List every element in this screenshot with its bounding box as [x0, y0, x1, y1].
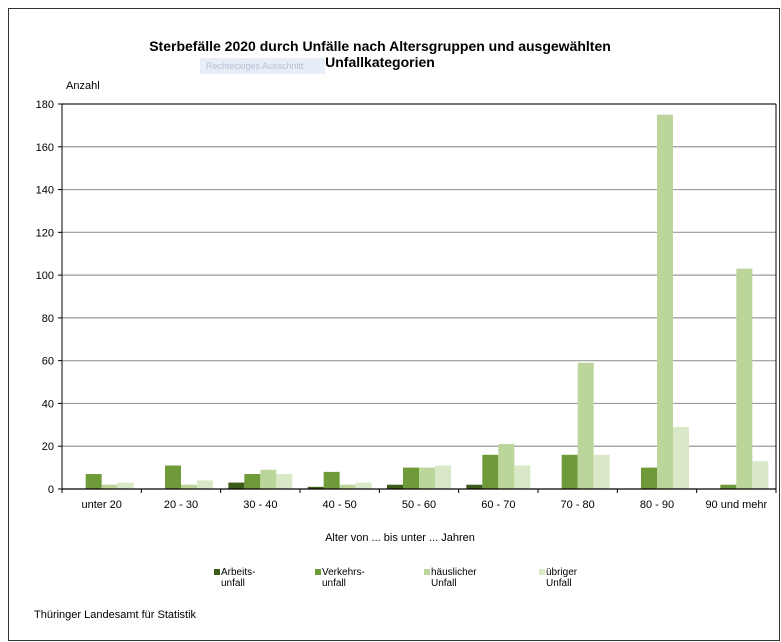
legend-label-haeuslicher-unfall: häuslicher Unfall — [431, 567, 477, 589]
legend-label-verkehrsunfall: Verkehrs- unfall — [322, 567, 365, 589]
x-tick-label: 20 - 30 — [164, 499, 198, 511]
x-tick-label: unter 20 — [81, 499, 121, 511]
bar — [276, 474, 292, 489]
bar — [197, 480, 213, 489]
bar — [641, 468, 657, 489]
bar — [657, 115, 673, 489]
x-tick-label: 40 - 50 — [323, 499, 357, 511]
legend-label-arbeitsunfall: Arbeits- unfall — [221, 567, 255, 589]
legend-swatch-uebriger-unfall — [539, 569, 545, 575]
bar — [419, 468, 435, 489]
legend-swatch-arbeitsunfall — [214, 569, 220, 575]
y-tick-label: 100 — [36, 270, 54, 282]
bar — [244, 474, 260, 489]
y-tick-label: 120 — [36, 227, 54, 239]
bar — [720, 485, 736, 489]
bar — [324, 472, 340, 489]
bar — [165, 465, 181, 489]
bar — [102, 485, 118, 489]
y-tick-label: 0 — [48, 484, 54, 496]
bar — [340, 485, 356, 489]
y-tick-label: 40 — [42, 398, 54, 410]
bar — [118, 483, 134, 489]
bar — [498, 444, 514, 489]
legend-swatch-verkehrsunfall — [315, 569, 321, 575]
bar — [673, 427, 689, 489]
y-tick-label: 160 — [36, 142, 54, 154]
y-tick-label: 180 — [36, 99, 54, 111]
x-axis-label: Alter von ... bis unter ... Jahren — [300, 532, 500, 544]
x-tick-label: 30 - 40 — [243, 499, 277, 511]
bar — [578, 363, 594, 489]
x-tick-label: 50 - 60 — [402, 499, 436, 511]
y-tick-label: 140 — [36, 185, 54, 197]
bar — [562, 455, 578, 489]
x-tick-label: 60 - 70 — [481, 499, 515, 511]
bar — [466, 485, 482, 489]
bar — [594, 455, 610, 489]
y-tick-label: 80 — [42, 313, 54, 325]
bar — [260, 470, 276, 489]
y-tick-label: 60 — [42, 356, 54, 368]
bar — [181, 485, 197, 489]
bar — [356, 483, 372, 489]
source-note: Thüringer Landesamt für Statistik — [34, 609, 196, 621]
y-tick-label: 20 — [42, 441, 54, 453]
bar — [482, 455, 498, 489]
bar — [514, 465, 530, 489]
bar — [752, 461, 768, 489]
bar — [403, 468, 419, 489]
x-tick-label: 80 - 90 — [640, 499, 674, 511]
legend-swatch-haeuslicher-unfall — [424, 569, 430, 575]
bar — [228, 483, 244, 489]
bar — [86, 474, 102, 489]
legend-label-uebriger-unfall: übriger Unfall — [546, 567, 577, 589]
x-tick-label: 90 und mehr — [705, 499, 767, 511]
bar — [435, 465, 451, 489]
x-tick-label: 70 - 80 — [561, 499, 595, 511]
bar — [387, 485, 403, 489]
bar — [736, 269, 752, 489]
